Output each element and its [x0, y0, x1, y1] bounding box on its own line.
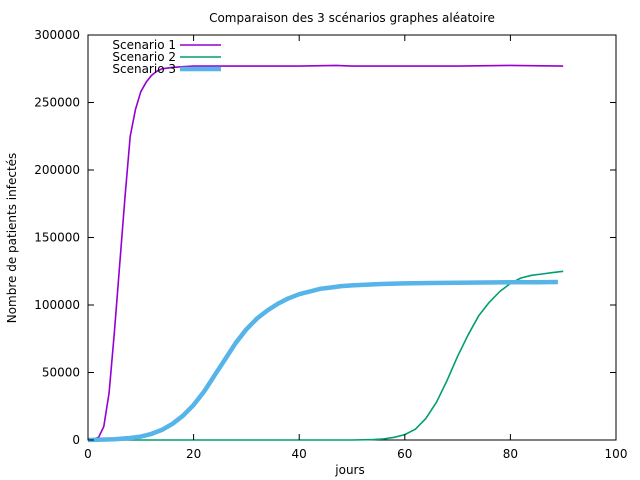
legend-label-1: Scenario 1 [112, 38, 176, 52]
y-tick-label: 0 [72, 433, 80, 447]
plot-border [87, 34, 617, 441]
y-tick-label: 150000 [34, 231, 80, 245]
x-tick-label: 0 [84, 447, 92, 461]
x-tick-label: 100 [605, 447, 628, 461]
y-axis-label: Nombre de patients infectés [5, 153, 19, 324]
plot-area [87, 34, 617, 441]
series-layer [87, 64, 564, 443]
axes-ticks: 0 20 40 60 80 100 0 50000 100000 150000 200000 2500… [34, 28, 627, 461]
x-tick-label: 20 [186, 447, 201, 461]
y-tick-label: 300000 [34, 28, 80, 42]
chart-title: Comparaison des 3 scénarios graphes aléa… [209, 11, 495, 25]
series-line-2 [88, 270, 564, 441]
x-tick-label: 40 [292, 447, 307, 461]
x-tick-label: 60 [397, 447, 412, 461]
y-tick-label: 100000 [34, 298, 80, 312]
series-line-3 [87, 279, 558, 443]
y-tick-label: 250000 [34, 96, 80, 110]
legend-label-2: Scenario 2 [112, 50, 176, 64]
y-tick-label: 50000 [42, 366, 80, 380]
y-tick-label: 200000 [34, 163, 80, 177]
x-axis-label: jours [334, 463, 364, 477]
legend-label-3: Scenario 3 [112, 62, 176, 76]
x-tick-label: 80 [503, 447, 518, 461]
series-line-1 [87, 64, 564, 441]
